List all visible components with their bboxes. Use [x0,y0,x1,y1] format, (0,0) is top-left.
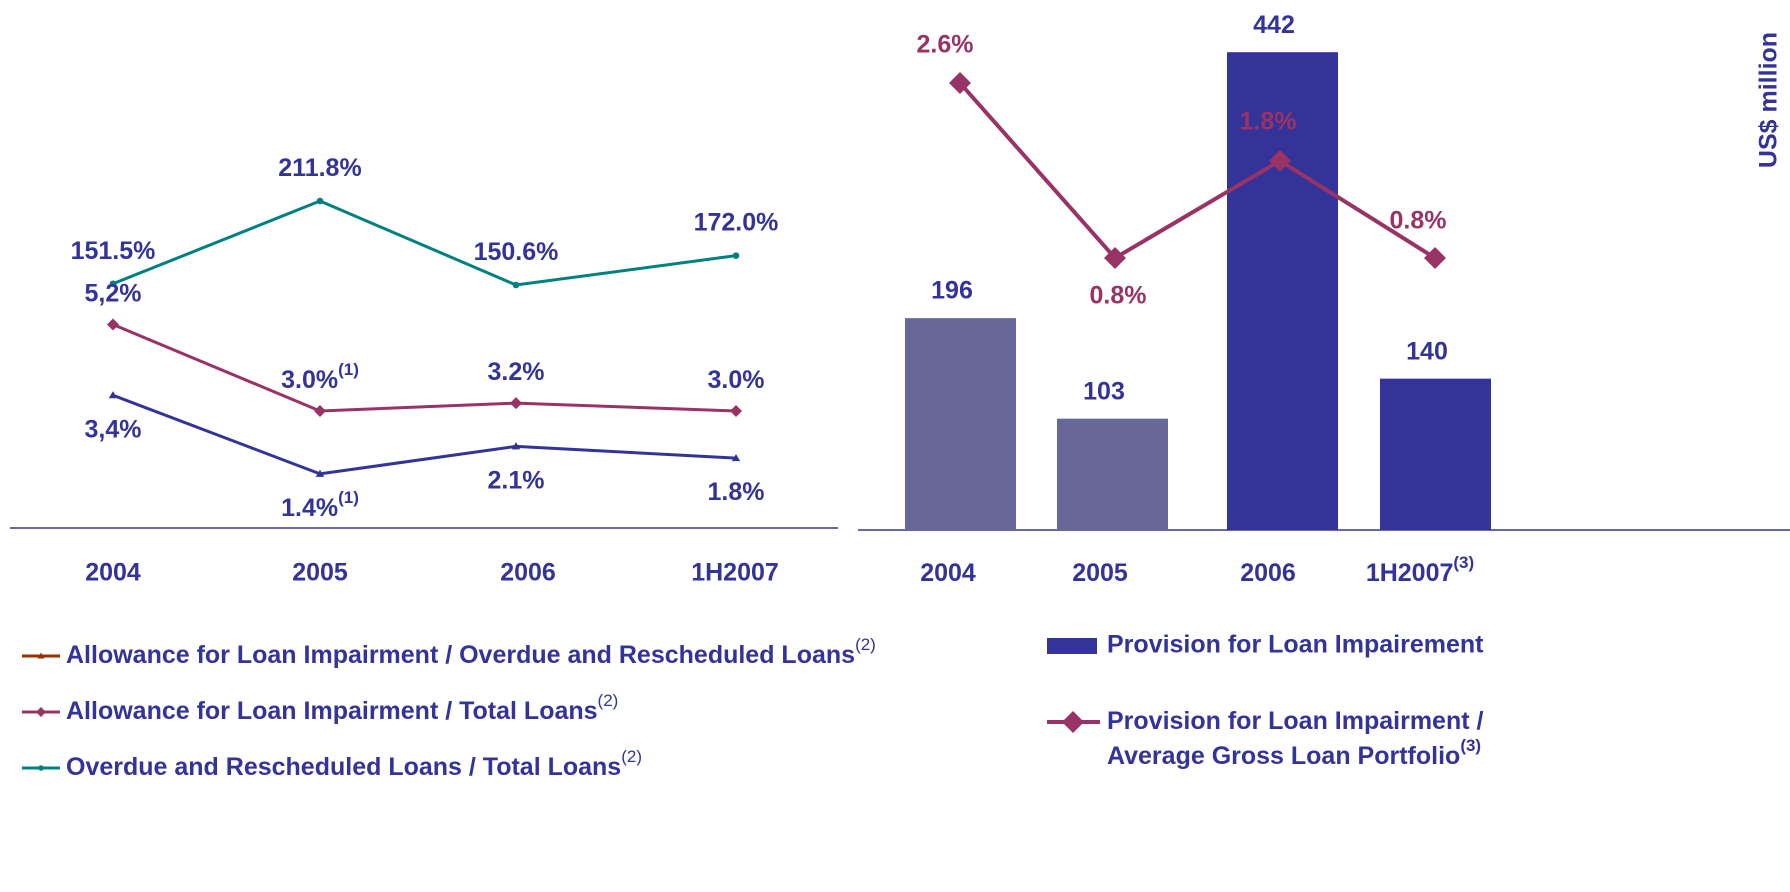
marker [511,442,521,450]
legend-label: Allowance for Loan Impairment / Total Lo… [66,691,618,724]
data-label-main: 150.6% [474,238,559,266]
marker [315,469,325,477]
legend-label-note: (2) [855,635,876,654]
marker [316,197,324,205]
x-tick-label: 1H2007(3) [1366,553,1474,586]
bar [1380,378,1491,530]
data-label: 150.6% [474,238,559,266]
marker [732,252,740,259]
legend-label: Provision for Loan Impairment / Average G… [1107,707,1483,770]
marker [949,72,971,95]
data-label-main: 151.5% [71,236,156,264]
x-tick-label: 1H2007 [691,559,779,587]
x-tick-label-main: 1H2007 [1366,559,1454,587]
x-tick-label-main: 2004 [920,559,976,587]
x-tick-label-note: (3) [1453,553,1474,572]
legend-label-main: Overdue and Rescheduled Loans / Total Lo… [66,753,621,781]
data-label: 5,2% [85,279,142,307]
data-label-main: 3.0% [708,366,765,394]
x-tick-label: 2005 [1072,559,1128,587]
bar [1057,418,1168,530]
marker [108,391,118,399]
data-label: 211.8% [278,154,361,182]
data-label: 151.5% [71,236,156,264]
data-label: 1.8% [708,478,765,506]
marker [1424,247,1446,269]
legend-label: Provision for Loan Impairement [1107,631,1484,659]
data-label: 2.1% [488,466,545,494]
line [958,81,1437,261]
legend-label-line: Provision for Loan Impairment / [1107,707,1483,735]
x-tick-label: 2004 [85,559,141,587]
x-tick-label: 2004 [920,559,976,587]
line [112,199,737,287]
data-label: 442 [1253,11,1295,39]
data-label-main: 3,4% [85,415,142,443]
data-label: 3.2% [488,358,545,386]
marker [510,397,522,410]
data-label-main: 211.8% [278,154,361,182]
y-axis-label: US$ million [1755,32,1783,168]
data-label-note: (1) [338,488,359,507]
marker [314,405,326,417]
data-label-main: 1.8% [708,478,765,506]
bar [905,318,1016,530]
data-label: 1.8% [1240,107,1297,135]
legend-label: Allowance for Loan Impairment / Overdue … [66,635,876,668]
legend-label-line: Average Gross Loan Portfolio [1107,742,1460,770]
data-label-main: 2.1% [488,466,545,494]
data-label-note: (1) [338,360,359,379]
marker [731,453,741,462]
data-label-main: 3.2% [488,358,545,386]
data-label: 3,4% [85,415,142,443]
data-label: 3.0%(1) [281,360,359,393]
legend-label-note: (2) [621,747,642,766]
data-label-main: 172.0% [694,208,779,236]
legend-label: Overdue and Rescheduled Loans / Total Lo… [66,747,642,780]
marker [1269,149,1291,172]
data-label: 1.4%(1) [281,488,359,521]
x-tick-label: 2006 [500,559,556,587]
bar [1227,52,1338,531]
marker [37,652,45,659]
data-label: 0.8% [1390,207,1447,235]
legend-swatch [1047,638,1097,654]
line [112,393,737,476]
marker [1104,247,1126,269]
data-label: 140 [1406,337,1448,365]
legend-label-main: Allowance for Loan Impairment / Overdue … [66,641,855,669]
data-label: 172.0% [694,208,779,236]
data-label-main: 1.4% [281,493,338,521]
legend-label-main: Allowance for Loan Impairment / Total Lo… [66,697,598,725]
x-tick-label: 2006 [1240,559,1296,587]
data-label: 2.6% [917,31,974,59]
legend-label-note: (2) [598,691,619,710]
data-label-main: 5,2% [85,279,142,307]
data-label: 3.0% [708,366,765,394]
data-label: 196 [931,277,973,305]
data-label: 103 [1083,377,1125,405]
x-tick-label-main: 2006 [1240,559,1296,587]
marker [512,281,520,289]
marker [1062,711,1084,733]
marker [109,280,117,288]
x-tick-label: 2005 [292,559,348,587]
marker [36,707,46,717]
data-label-main: 3.0% [281,366,338,394]
marker [730,405,742,417]
marker [38,765,44,771]
line [112,323,737,413]
data-label: 0.8% [1090,282,1147,310]
marker [107,318,119,331]
x-tick-label-main: 2005 [1072,559,1128,587]
legend-label-note: (3) [1460,736,1481,755]
